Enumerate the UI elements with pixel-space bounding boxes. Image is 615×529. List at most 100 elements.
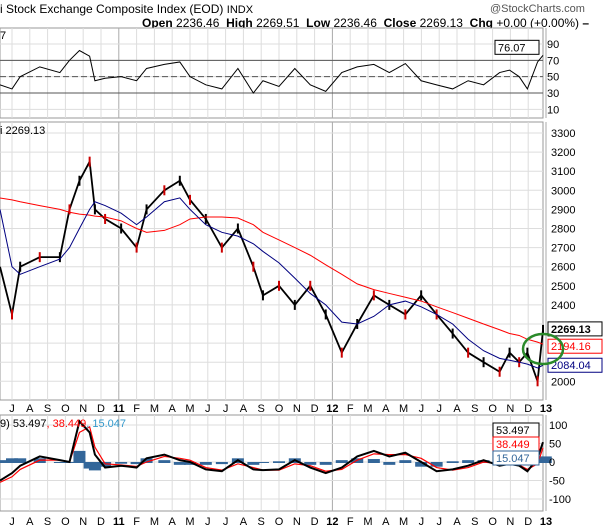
month-label: N (79, 516, 87, 528)
month-label: A (26, 516, 34, 528)
price-tick-label: 2900 (551, 204, 575, 216)
month-label: O (61, 516, 70, 528)
histogram-bar (184, 462, 196, 465)
indicator-tick-label: 50 (549, 439, 561, 451)
price-tick-label: 2400 (551, 300, 575, 312)
month-label: F (133, 516, 140, 528)
month-label: 13 (540, 516, 552, 528)
histogram-bar (462, 460, 475, 463)
close-value: 2269.13 (419, 16, 463, 30)
indicator-last-c: 15.047 (496, 453, 530, 465)
histogram-bar (73, 450, 86, 463)
rsi-tick-label: 50 (547, 72, 559, 84)
annotation-circle (521, 332, 565, 366)
indicator-label-part: 9) 53.497 (0, 418, 47, 430)
histogram-bar (383, 462, 396, 465)
month-label: S (44, 403, 51, 415)
histogram-bar (430, 462, 443, 467)
month-label: M (399, 403, 408, 415)
indicator-last-a: 53.497 (496, 425, 530, 437)
indicator-tick-label: 100 (549, 420, 567, 432)
month-label: J (205, 403, 211, 415)
histogram-bar (14, 458, 27, 463)
month-label: D (311, 403, 319, 415)
month-label: J (419, 403, 425, 415)
title-text: i Stock Exchange Composite Index (EOD) (0, 2, 224, 16)
histogram-bar (304, 462, 317, 465)
month-label: J (436, 403, 442, 415)
month-label: A (453, 403, 461, 415)
month-label: J (223, 516, 229, 528)
ohlc-row: Open 2236.46 High 2269.51 Low 2236.46 Cl… (142, 16, 590, 30)
histogram-bar (140, 458, 153, 463)
chg-label: Chg (469, 16, 493, 30)
indicator-line (0, 419, 544, 482)
month-label: F (133, 403, 140, 415)
indicator-label-part: , 38.449 (46, 418, 87, 430)
rsi-tick-label: 10 (547, 104, 559, 116)
rsi-tick-label: 70 (547, 55, 559, 67)
month-label: A (240, 516, 248, 528)
histogram-bar (173, 462, 186, 465)
month-label: A (453, 516, 461, 528)
month-label: 12 (326, 403, 338, 415)
open-label: Open (142, 16, 173, 30)
month-label: D (97, 403, 105, 415)
price-tick-label: 2800 (551, 224, 575, 236)
rsi-label: 7 (0, 30, 7, 42)
month-label: S (258, 403, 265, 415)
indicator-label: 9) 53.497, 38.449, 15.047 (0, 418, 126, 430)
price-tick-label: 2600 (551, 262, 575, 274)
indicator-label-part: , 15.047 (86, 418, 127, 430)
histogram-bar (399, 460, 412, 463)
month-label: F (347, 516, 354, 528)
indicator-last-b: 38.449 (496, 439, 530, 451)
panel-frame (0, 121, 544, 401)
histogram-bar (53, 462, 66, 463)
month-label: A (382, 403, 390, 415)
month-label: 13 (540, 403, 552, 415)
month-label: S (258, 516, 265, 528)
panel-frame (0, 27, 544, 119)
month-label: M (150, 516, 159, 528)
month-label: J (9, 516, 15, 528)
histogram-bar (256, 462, 269, 463)
price-last-value: 2269.13 (551, 324, 591, 336)
open-value: 2236.46 (176, 16, 220, 30)
month-label: J (223, 403, 229, 415)
indicator-tick-label: -100 (549, 494, 571, 506)
indicator-tick-label: 0 (549, 457, 555, 469)
month-label: N (506, 516, 514, 528)
month-label: J (419, 516, 425, 528)
rsi-line (0, 49, 544, 94)
month-label: A (240, 403, 248, 415)
histogram-bar (115, 462, 128, 464)
month-label: N (506, 403, 514, 415)
price-label: i 2269.13 (0, 125, 46, 137)
month-label: D (97, 516, 105, 528)
histogram-bar (319, 462, 332, 465)
month-label: S (471, 516, 478, 528)
month-label: J (205, 516, 211, 528)
price-tick-label: 3000 (551, 185, 575, 197)
month-label: M (185, 516, 194, 528)
histogram-bar (88, 462, 101, 471)
month-label: D (524, 516, 532, 528)
histogram-bar (199, 462, 212, 465)
month-label: A (169, 403, 177, 415)
histogram-bar (273, 461, 285, 463)
ma50-last-value-box (547, 357, 603, 373)
ma50-last-value: 2084.04 (551, 360, 591, 372)
histogram-bar (539, 456, 552, 463)
watermark: @StockCharts.com (490, 3, 585, 15)
month-label: S (44, 516, 51, 528)
histogram-bar (130, 462, 143, 465)
month-label: D (524, 403, 532, 415)
month-label: M (363, 516, 372, 528)
month-label: A (169, 516, 177, 528)
month-label: F (347, 403, 354, 415)
month-label: J (436, 516, 442, 528)
month-label: M (363, 403, 372, 415)
rsi-last-value-box (494, 39, 540, 55)
